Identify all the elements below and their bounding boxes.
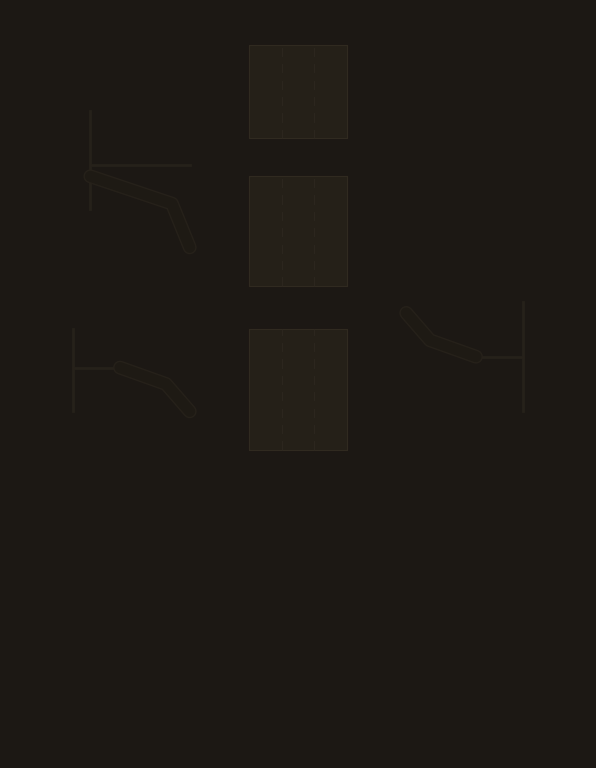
Polygon shape bbox=[249, 45, 347, 138]
Polygon shape bbox=[249, 329, 347, 449]
Polygon shape bbox=[249, 177, 347, 286]
